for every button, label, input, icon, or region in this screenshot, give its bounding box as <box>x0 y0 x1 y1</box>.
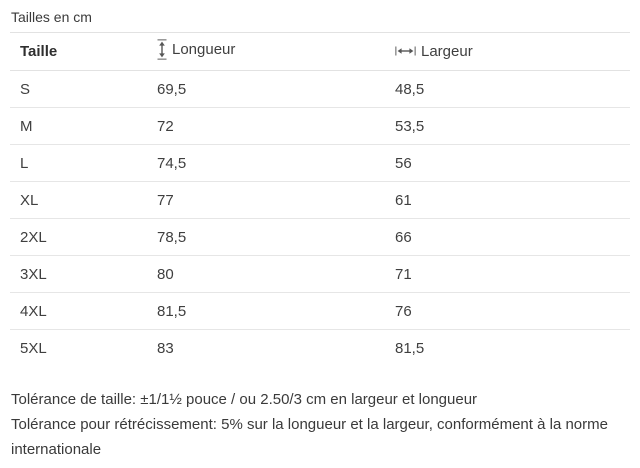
horizontal-double-arrow-icon <box>395 46 416 56</box>
size-cell: 3XL <box>10 255 157 293</box>
column-header-size: Taille <box>10 32 157 71</box>
table-row: 2XL 78,5 66 <box>10 218 630 256</box>
table-row: 4XL 81,5 76 <box>10 292 630 330</box>
length-header-content: Longueur <box>157 39 235 60</box>
width-cell: 81,5 <box>395 339 425 357</box>
width-cell: 76 <box>395 292 630 330</box>
size-cell: 2XL <box>10 218 157 256</box>
size-chart-title: Tailles en cm <box>11 9 92 25</box>
table-row: 3XL 80 71 <box>10 255 630 293</box>
table-row: L 74,5 56 <box>10 144 630 182</box>
width-header-content: Largeur <box>395 43 473 60</box>
length-cell: 74,5 <box>157 144 395 182</box>
size-cell: S <box>10 70 157 108</box>
size-table: Taille Longueur <box>10 32 630 366</box>
length-cell: 81,5 <box>157 292 395 330</box>
size-table-body: S 69,5 48,5 M 72 53,5 L 74,5 56 XL 77 61… <box>10 70 630 367</box>
length-cell: 77 <box>157 181 395 219</box>
table-row: XL 77 61 <box>10 181 630 219</box>
vertical-double-arrow-icon <box>157 39 167 60</box>
width-cell: 71 <box>395 255 630 293</box>
width-cell: 48,5 <box>395 70 630 108</box>
length-cell: 78,5 <box>157 218 395 256</box>
column-header-length: Longueur <box>157 32 395 71</box>
width-cell: 56 <box>395 144 630 182</box>
length-header-label: Longueur <box>172 41 236 58</box>
length-cell: 69,5 <box>157 70 395 108</box>
table-row: M 72 53,5 <box>10 107 630 145</box>
column-header-width: Largeur <box>395 32 630 71</box>
length-cell: 72 <box>157 107 395 145</box>
width-header-label: Largeur <box>421 42 473 60</box>
size-tolerance-note: Tolérance de taille: ±1/1½ pouce / ou 2.… <box>11 391 478 408</box>
shrinkage-tolerance-note: Tolérance pour rétrécissement: 5% sur la… <box>11 416 608 458</box>
size-cell: XL <box>10 181 157 219</box>
size-table-header: Taille Longueur <box>10 32 630 71</box>
size-cell: L <box>10 144 157 182</box>
tolerance-notes: Tolérance de taille: ±1/1½ pouce / ou 2.… <box>10 387 630 462</box>
header-row: Taille Longueur <box>10 32 630 71</box>
length-cell: 83 <box>157 339 174 357</box>
length-cell: 80 <box>157 255 395 293</box>
size-cell: 5XL <box>20 339 47 357</box>
width-cell: 66 <box>395 218 630 256</box>
size-cell: 4XL <box>10 292 157 330</box>
size-cell: M <box>10 107 157 145</box>
table-row: S 69,5 48,5 <box>10 70 630 108</box>
table-row: 5XL 83 81,5 <box>10 330 630 367</box>
width-cell: 53,5 <box>395 107 630 145</box>
width-cell: 61 <box>395 181 630 219</box>
